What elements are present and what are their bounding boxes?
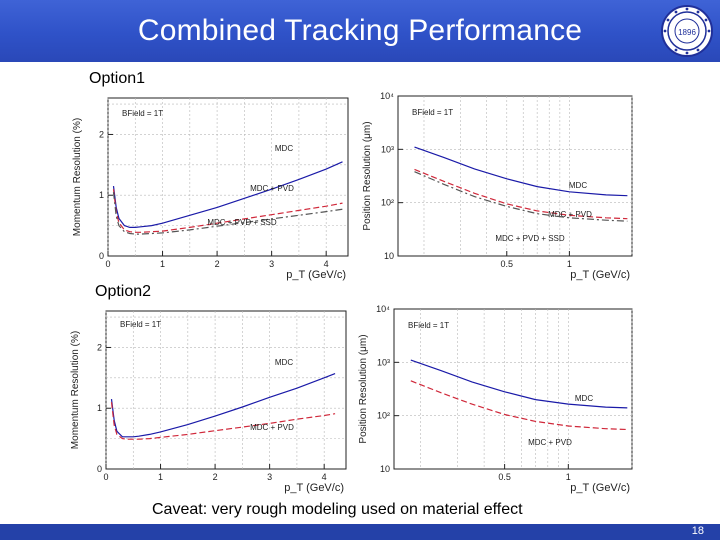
y-tick-label: 10³ <box>381 144 394 154</box>
y-axis-label: Momentum Resolution (%) <box>72 118 83 236</box>
x-tick-label: 1 <box>160 259 165 269</box>
series-line-mdc-pvd <box>410 380 628 431</box>
series-line-mdc <box>112 161 343 228</box>
y-tick-label: 0 <box>97 464 102 474</box>
caveat-note: Caveat: very rough modeling used on mate… <box>152 501 523 518</box>
series-label: MDC + PVD <box>250 423 294 432</box>
plot-frame <box>393 308 633 470</box>
series-label: MDC <box>569 181 587 190</box>
option1-position-chart: 0.5 1 10 10² 10³ 10⁴ p_T (GeV/c) Position Resol… <box>354 86 644 282</box>
university-seal-icon: 1896 <box>661 5 713 57</box>
series-label: MDC + PVD <box>548 210 592 219</box>
bfield-annotation: BField = 1T <box>408 321 449 330</box>
y-tick-label: 0 <box>99 251 104 261</box>
y-tick-label: 10² <box>381 198 394 208</box>
series-label: MDC <box>275 358 293 367</box>
bfield-annotation: BField = 1T <box>120 320 161 329</box>
y-tick-label: 1 <box>97 403 102 413</box>
series-label: MDC <box>275 144 293 153</box>
footer-bar: 18 <box>0 524 720 540</box>
x-tick-label: 2 <box>215 259 220 269</box>
x-tick-label: 1 <box>158 472 163 482</box>
grid <box>398 96 633 256</box>
x-tick-label: 3 <box>269 259 274 269</box>
plot-frame <box>397 95 633 257</box>
x-tick-label: 1 <box>566 472 571 482</box>
y-tick-label: 10⁴ <box>376 304 390 314</box>
series-line-mdc <box>414 146 628 197</box>
option2-label: Option2 <box>95 283 152 300</box>
bfield-annotation: BField = 1T <box>412 108 453 117</box>
x-axis-label: p_T (GeV/c) <box>570 269 630 281</box>
series-line-mdc-pvd <box>414 168 628 220</box>
x-tick-label: 2 <box>213 472 218 482</box>
y-tick-label: 10³ <box>377 357 390 367</box>
series-line-mdc-pvd <box>110 402 336 440</box>
series-label: MDC + PVD <box>528 438 572 447</box>
x-tick-label: 1 <box>567 259 572 269</box>
x-axis-label: p_T (GeV/c) <box>284 482 344 494</box>
x-tick-label: 3 <box>267 472 272 482</box>
x-tick-label: 4 <box>324 259 329 269</box>
series-line-mdc <box>410 359 628 409</box>
page-number: 18 <box>691 525 704 537</box>
x-tick-label: 0 <box>105 259 110 269</box>
y-axis-label: Momentum Resolution (%) <box>70 331 81 449</box>
x-axis-label: p_T (GeV/c) <box>570 482 630 494</box>
series-line-mdc <box>110 373 336 438</box>
option1-momentum-chart: 0 1 2 3 4 0 1 2 p_T (GeV/c) Momentum Resolution (… <box>66 88 356 282</box>
grid <box>105 311 346 469</box>
y-axis-label: Position Resolution (μm) <box>362 121 373 230</box>
bfield-annotation: BField = 1T <box>122 109 163 118</box>
option2-momentum-chart: 0 1 2 3 4 0 1 2 p_T (GeV/c) Momentum Resolution (… <box>64 301 356 497</box>
series-line-mdc-pvd <box>112 189 343 233</box>
option2-position-chart: 0.5 1 10 10² 10³ 10⁴ p_T (GeV/c) Position Resol… <box>350 299 644 497</box>
plot-frame <box>107 97 349 257</box>
y-tick-label: 10⁴ <box>380 91 394 101</box>
series-label: MDC + PVD + SSD <box>495 234 565 243</box>
option1-label: Option1 <box>89 70 146 87</box>
grid <box>394 309 633 469</box>
x-tick-label: 0 <box>103 472 108 482</box>
y-axis-label: Position Resolution (μm) <box>358 334 369 443</box>
x-axis-label: p_T (GeV/c) <box>286 269 346 281</box>
plot-frame <box>105 310 347 470</box>
title-bar: Combined Tracking Performance 1896 <box>0 0 720 62</box>
series-label: MDC <box>575 394 593 403</box>
y-tick-label: 10 <box>380 464 390 474</box>
x-tick-label: 4 <box>322 472 327 482</box>
series-label: MDC + PVD <box>250 184 294 193</box>
series-line-mdc-pvd-ssd <box>112 192 343 235</box>
y-tick-label: 2 <box>99 129 104 139</box>
y-tick-label: 10 <box>384 251 394 261</box>
slide-title: Combined Tracking Performance <box>137 14 583 47</box>
y-tick-label: 10² <box>377 411 390 421</box>
x-tick-label: 0.5 <box>501 259 514 269</box>
seal-year: 1896 <box>678 28 696 37</box>
x-tick-label: 0.5 <box>498 472 511 482</box>
y-tick-label: 1 <box>99 190 104 200</box>
y-tick-label: 2 <box>97 342 102 352</box>
series-label: MDC + PVD + SSD <box>207 218 277 227</box>
